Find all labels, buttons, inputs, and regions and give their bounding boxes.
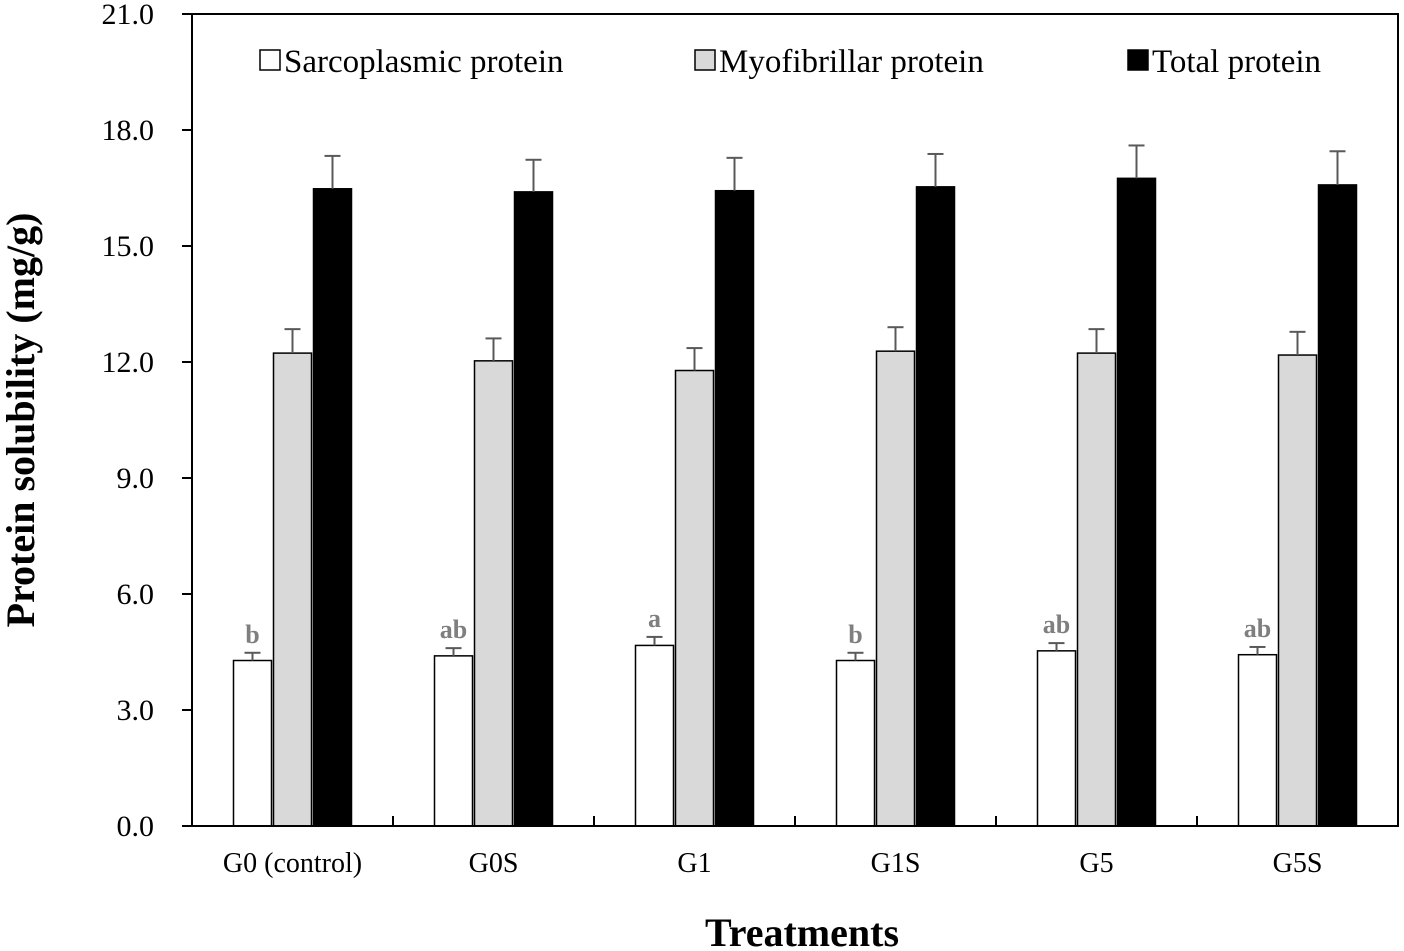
legend-swatch-total <box>1127 49 1149 71</box>
legend-swatch-sarcoplasmic <box>259 49 281 71</box>
y-tick-label: 21.0 <box>102 0 155 31</box>
y-tick-label: 3.0 <box>117 694 155 727</box>
bar-sarcoplasmic <box>232 659 273 827</box>
bar-myofibrillar <box>272 352 313 827</box>
bar-myofibrillar <box>875 350 916 827</box>
y-tick-label: 12.0 <box>102 346 155 379</box>
y-tick-label: 6.0 <box>117 578 155 611</box>
legend-label-myofibrillar: Myofibrillar protein <box>719 44 984 80</box>
significance-label: ab <box>1043 610 1070 639</box>
legend: Sarcoplasmic protein Myofibrillar protein… <box>259 44 1321 80</box>
x-tick-label: G0 (control) <box>223 848 362 879</box>
bar-myofibrillar <box>1076 352 1117 827</box>
bar-total <box>1317 184 1358 827</box>
bar-total <box>513 191 554 827</box>
bar-total <box>1116 177 1157 827</box>
x-tick-label: G5 <box>1079 848 1113 879</box>
x-tick-label: G1S <box>871 848 921 879</box>
bar-total <box>915 186 956 827</box>
bar-myofibrillar <box>473 360 514 827</box>
x-tick-label: G1 <box>677 848 711 879</box>
bars-layer: b ab ab ab ab <box>232 144 1358 827</box>
bar-sarcoplasmic <box>1237 653 1278 827</box>
plot-frame <box>191 13 1399 827</box>
significance-label: b <box>848 620 862 649</box>
significance-label: a <box>648 604 661 633</box>
bar-sarcoplasmic <box>835 659 876 827</box>
bar-myofibrillar <box>674 369 715 827</box>
bar-total <box>312 188 353 827</box>
x-tick-label: G0S <box>469 848 519 879</box>
bar-sarcoplasmic <box>634 644 675 827</box>
y-tick-label: 9.0 <box>117 462 155 495</box>
bar-sarcoplasmic <box>433 655 474 827</box>
bar-sarcoplasmic <box>1036 650 1077 827</box>
y-tick-label: 15.0 <box>102 230 155 263</box>
legend-label-sarcoplasmic: Sarcoplasmic protein <box>284 44 564 80</box>
legend-label-total: Total protein <box>1152 44 1321 80</box>
significance-label: b <box>245 620 259 649</box>
significance-label: ab <box>1244 614 1271 643</box>
x-tick-label: G5S <box>1273 848 1323 879</box>
y-tick-label: 18.0 <box>102 114 155 147</box>
significance-label: ab <box>440 615 467 644</box>
x-axis-title: Treatments <box>705 910 899 951</box>
bar-myofibrillar <box>1277 354 1318 827</box>
legend-swatch-myofibrillar <box>694 49 716 71</box>
bar-total <box>714 189 755 827</box>
y-axis-title: Protein solubility (mg/g) <box>0 213 43 628</box>
axes-layer: 0.0 3.0 6.0 9.0 12.0 15.0 18.0 21.0 G0 (control)… <box>102 0 1323 879</box>
y-tick-label: 0.0 <box>117 810 155 843</box>
